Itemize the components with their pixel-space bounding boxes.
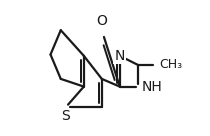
Text: NH: NH xyxy=(142,80,162,94)
Text: CH₃: CH₃ xyxy=(159,58,183,71)
Text: O: O xyxy=(96,14,107,28)
Text: N: N xyxy=(115,49,125,63)
Text: S: S xyxy=(62,109,70,123)
